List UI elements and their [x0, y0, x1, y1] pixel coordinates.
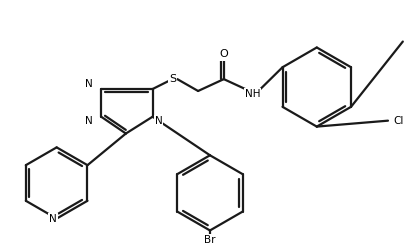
Text: O: O [220, 49, 228, 59]
Text: N: N [85, 79, 93, 89]
Text: N: N [49, 214, 56, 224]
Text: N: N [85, 116, 93, 126]
Text: S: S [169, 74, 176, 84]
Text: N: N [154, 116, 162, 126]
Text: Br: Br [204, 235, 216, 245]
Text: NH: NH [245, 89, 260, 99]
Text: Cl: Cl [393, 116, 403, 126]
